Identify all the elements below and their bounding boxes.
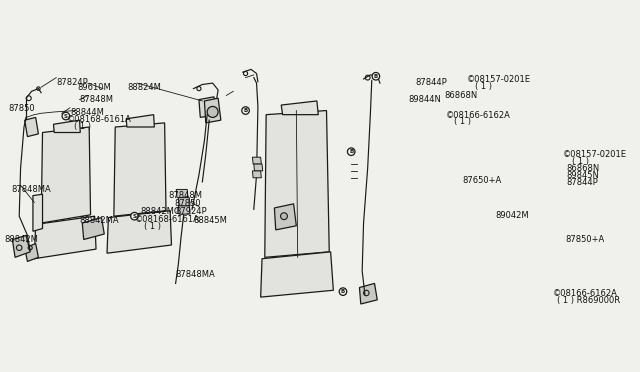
Text: 88844M: 88844M [70,108,104,117]
Text: ( 1 ): ( 1 ) [454,118,471,126]
Text: ©08166-6162A: ©08166-6162A [446,110,511,119]
Polygon shape [265,110,329,257]
Text: B: B [349,149,353,154]
Text: 86868N: 86868N [445,92,477,100]
Circle shape [280,213,287,219]
Text: 87650+A: 87650+A [462,176,502,185]
Text: ( 1 ): ( 1 ) [74,122,91,131]
Text: 89844N: 89844N [408,96,441,105]
Circle shape [62,112,70,120]
Text: 89610M: 89610M [77,83,111,92]
Text: B: B [243,108,248,113]
Text: ( 1 ): ( 1 ) [475,82,492,91]
Text: 87848M: 87848M [169,191,203,200]
Text: B: B [341,289,345,294]
Polygon shape [83,218,104,240]
Text: B: B [374,74,378,79]
Polygon shape [281,101,318,115]
Text: 87850: 87850 [8,104,35,113]
Polygon shape [35,216,96,259]
Text: S: S [132,214,136,219]
Polygon shape [41,127,90,223]
Text: 88824M: 88824M [127,83,161,92]
Text: ( 1 ): ( 1 ) [572,157,589,166]
Text: 87844P: 87844P [415,78,447,87]
Circle shape [348,148,355,155]
Text: 86868N: 86868N [566,164,600,173]
Polygon shape [33,194,42,231]
Text: ©08168-6161A: ©08168-6161A [134,215,199,224]
Circle shape [372,73,380,80]
Text: 87848MA: 87848MA [11,185,51,194]
Polygon shape [179,206,190,214]
Polygon shape [360,283,377,304]
Text: 88842M: 88842M [4,235,38,244]
Text: 87848MA: 87848MA [175,270,214,279]
Text: ©08166-6162A: ©08166-6162A [553,289,618,298]
Polygon shape [199,97,217,118]
Polygon shape [126,115,154,127]
Text: 87924P: 87924P [175,206,207,216]
Polygon shape [204,98,221,123]
Circle shape [339,288,347,295]
Text: 87844P: 87844P [566,178,598,187]
Text: ( 1 ): ( 1 ) [144,222,161,231]
Text: 87848M: 87848M [79,96,113,105]
Polygon shape [107,211,172,253]
Text: 87824P: 87824P [56,78,88,87]
Polygon shape [260,252,333,297]
Text: 88842MC: 88842MC [140,206,180,216]
Polygon shape [252,157,261,164]
Polygon shape [25,118,38,137]
Polygon shape [179,198,190,206]
Circle shape [131,212,138,220]
Polygon shape [54,120,80,132]
Polygon shape [252,171,261,178]
Text: 88845M: 88845M [193,216,227,225]
Polygon shape [25,244,38,262]
Circle shape [242,107,250,114]
Text: 89845N: 89845N [566,171,600,180]
Text: ©08157-0201E: ©08157-0201E [563,150,627,159]
Polygon shape [176,189,188,198]
Text: 88842MA: 88842MA [79,216,119,225]
Text: ( 1 ) R869000R: ( 1 ) R869000R [557,296,620,305]
Polygon shape [114,123,166,216]
Text: 89042M: 89042M [495,211,529,220]
Circle shape [207,106,218,118]
Text: S: S [64,113,68,119]
Polygon shape [254,164,262,171]
Text: 87850+A: 87850+A [565,235,604,244]
Text: ©08168-6161A: ©08168-6161A [67,115,131,124]
Polygon shape [12,235,30,257]
Text: 87850: 87850 [174,199,201,208]
Text: ©08157-0201E: ©08157-0201E [467,75,531,84]
Polygon shape [275,204,296,230]
